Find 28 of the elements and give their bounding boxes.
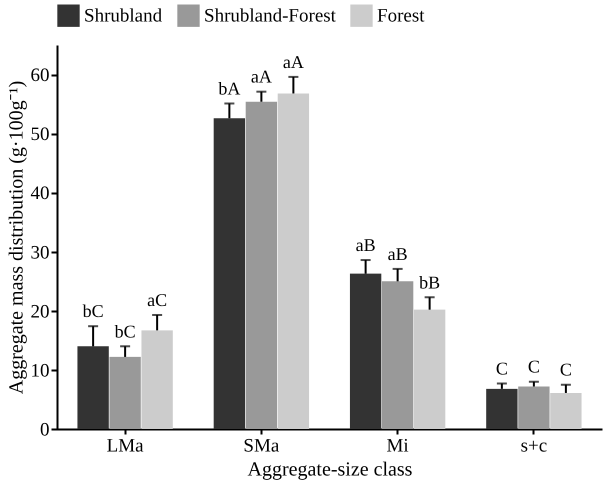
- y-tick-label: 60: [30, 65, 50, 86]
- data-label: aB: [388, 244, 408, 264]
- data-label: aC: [147, 290, 168, 310]
- y-tick-label: 50: [30, 124, 50, 146]
- data-label: bC: [82, 301, 104, 322]
- data-label: bA: [218, 78, 240, 98]
- data-label: aB: [356, 235, 376, 256]
- data-label: aA: [282, 52, 304, 72]
- y-tick-label: 20: [30, 301, 50, 322]
- y-tick-label: 30: [30, 242, 50, 264]
- legend-label: Shrubland: [84, 6, 163, 27]
- data-label: C: [560, 360, 572, 380]
- legend-label: Shrubland-Forest: [204, 6, 337, 27]
- x-tick-label: LMa: [106, 436, 144, 456]
- legend-label: Forest: [377, 6, 426, 27]
- data-label: C: [496, 358, 508, 379]
- y-tick-label: 0: [40, 420, 50, 440]
- x-tick-label: s+c: [520, 436, 548, 456]
- data-label: C: [528, 356, 540, 377]
- y-tick-label: 10: [30, 360, 50, 382]
- y-axis-title: Aggregate mass distribution (g·100g⁻¹): [6, 80, 28, 394]
- y-tick-label: 40: [30, 183, 50, 204]
- x-tick-label: SMa: [243, 436, 280, 456]
- x-tick-label: Mi: [386, 436, 409, 456]
- data-label: aA: [250, 66, 272, 87]
- x-axis-title: Aggregate-size class: [248, 458, 413, 480]
- data-label: bB: [419, 272, 440, 292]
- data-label: bC: [114, 321, 136, 342]
